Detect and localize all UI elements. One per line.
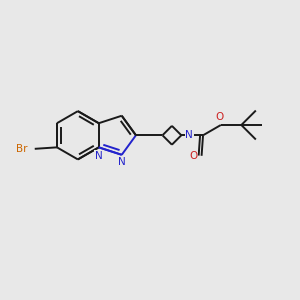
Text: Br: Br <box>16 144 27 154</box>
Text: O: O <box>190 151 198 161</box>
Text: N: N <box>95 151 103 160</box>
Text: N: N <box>185 130 193 140</box>
Text: O: O <box>215 112 224 122</box>
Text: N: N <box>118 158 126 167</box>
